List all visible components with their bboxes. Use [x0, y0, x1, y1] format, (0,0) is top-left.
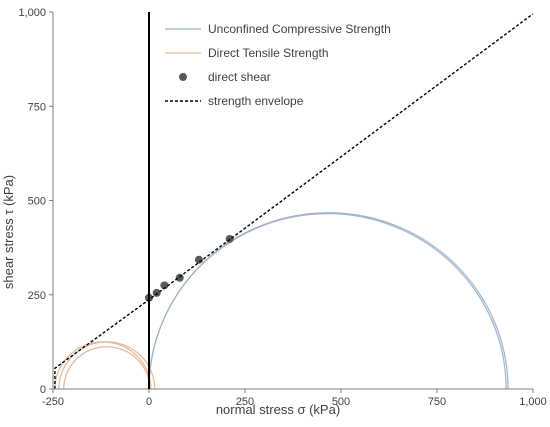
legend-label: Direct Tensile Strength	[208, 46, 329, 60]
direct-shear-point	[225, 234, 234, 243]
direct-shear-point	[152, 288, 161, 297]
legend: Unconfined Compressive Strength Direct Te…	[165, 22, 391, 108]
x-tick-label: 750	[428, 396, 446, 408]
y-tick-label: 1,000	[18, 7, 46, 19]
mohr-circle	[54, 341, 152, 390]
y-tick-label: 250	[28, 290, 46, 302]
mohr-circle	[63, 346, 151, 390]
x-tick-label: 0	[146, 396, 152, 408]
direct-shear-point	[194, 255, 203, 264]
x-tick-label: 250	[236, 396, 254, 408]
mohr-circle	[58, 341, 156, 390]
mohr-circle	[148, 213, 507, 390]
strength-envelope-line	[54, 13, 534, 389]
direct-shear-point	[160, 281, 169, 290]
x-tick-label: -250	[42, 396, 64, 408]
y-axis-title: shear stress τ (kPa)	[1, 175, 16, 289]
plot-area	[54, 13, 534, 390]
direct-shear-point	[175, 273, 184, 282]
legend-label: strength envelope	[208, 94, 304, 108]
x-tick-label: 500	[332, 396, 350, 408]
x-axis-title: normal stress σ (kPa)	[216, 402, 340, 417]
legend-swatch-marker	[179, 73, 187, 81]
y-tick-label: 0	[40, 384, 46, 396]
y-tick-label: 500	[28, 196, 46, 208]
legend-label: direct shear	[208, 70, 271, 84]
y-tick-label: 750	[28, 101, 46, 113]
x-tick-label: 1,000	[519, 396, 547, 408]
legend-label: Unconfined Compressive Strength	[208, 22, 391, 36]
mohr-circle	[148, 212, 509, 390]
